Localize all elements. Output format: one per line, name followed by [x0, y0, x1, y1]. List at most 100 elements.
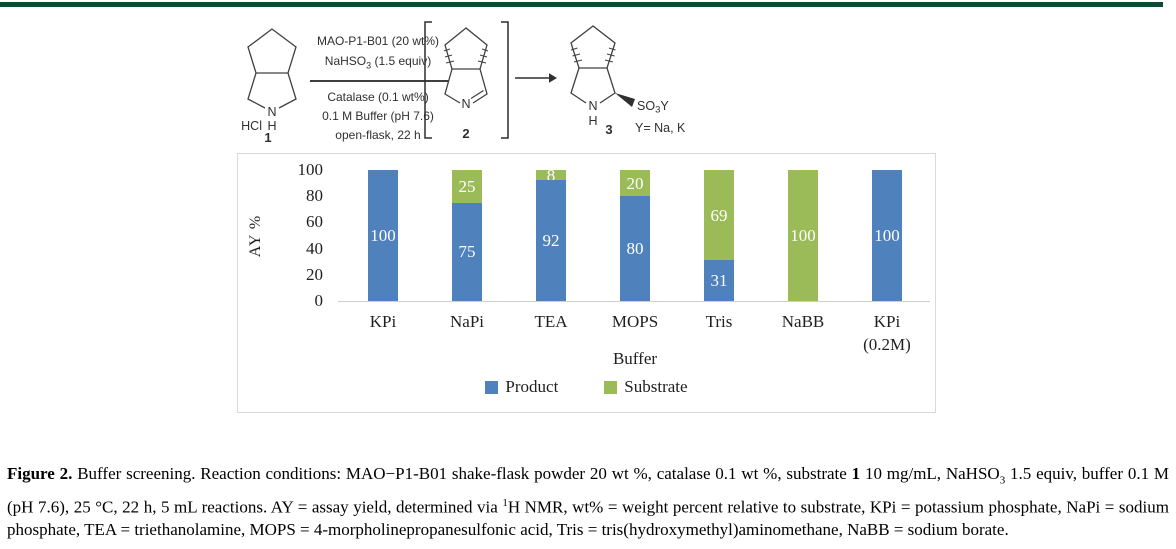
compound-1-top-ring	[247, 28, 297, 74]
condition-catalase: Catalase (0.1 wt%)	[327, 90, 429, 104]
x-axis-title: Buffer	[612, 349, 658, 368]
y-tick-label: 80	[306, 186, 323, 206]
compound-2-top-ring	[444, 27, 488, 70]
x-axis-category-label: MOPS	[611, 312, 659, 331]
bar-value-label: 8	[546, 165, 556, 185]
stacked-bar: 69 31	[704, 170, 734, 301]
legend-swatch-icon	[604, 380, 618, 394]
compound-3-number: 3	[605, 122, 612, 137]
legend-swatch-icon	[485, 380, 499, 394]
bar-value-label: 92	[542, 231, 560, 251]
bar-segment-substrate: 20	[620, 170, 650, 197]
condition-bisulfite: NaHSO3 (1.5 equiv)	[324, 54, 432, 71]
compound-3-nh-hydrogen: H	[588, 114, 597, 128]
compound-1-number: 1	[264, 130, 271, 144]
compound-1-nitrogen: N	[267, 105, 276, 119]
condition-buffer: 0.1 M Buffer (pH 7.6)	[322, 109, 434, 123]
stacked-bar: 25 75	[452, 170, 482, 301]
bar-slot: 8 92	[509, 167, 593, 301]
legend-item-substrate: Substrate	[604, 377, 688, 397]
bar-slot: 100	[845, 170, 929, 301]
arrowhead	[549, 73, 557, 83]
bar-slot: 25 75	[425, 170, 509, 301]
y-tick-label: 100	[297, 160, 324, 179]
bar-segment-product: 31	[704, 260, 734, 301]
compound-2-stereo-hash-left	[443, 48, 455, 64]
y-tick-label: 60	[306, 212, 323, 232]
left-bracket	[424, 21, 432, 139]
compound-3-top-ring	[570, 25, 616, 69]
plot-bars: 100 25 75 8 92 20 80 69 31 100 100	[341, 167, 929, 301]
bar-segment-product: 100	[368, 170, 398, 301]
bar-value-label: 75	[458, 242, 476, 262]
reaction-conditions-below-arrow: Catalase (0.1 wt%) 0.1 M Buffer (pH 7.6)…	[300, 88, 456, 145]
x-axis-line	[338, 301, 930, 302]
compound-3-structure: SO3Y N H 3 Y= Na, K	[570, 25, 686, 137]
compound-3-counterion-note: Y= Na, K	[635, 121, 686, 135]
bar-value-label: 100	[790, 226, 816, 245]
x-axis-labels: KPi NaPi TEA MOPS Tris NaBB KPi (0.2M)	[341, 310, 929, 356]
bar-slot: 100	[761, 170, 845, 301]
compound-2-stereo-hash-right	[477, 48, 489, 64]
condition-time: open-flask, 22 h	[335, 128, 421, 142]
reaction-arrow-shaft	[310, 80, 449, 82]
y-tick-label: 20	[306, 264, 323, 284]
legend-label: Substrate	[624, 377, 688, 396]
bar-slot: 100	[341, 170, 425, 301]
compound-2-nitrogen: N	[461, 97, 470, 111]
bar-segment-substrate: 25	[452, 170, 482, 203]
bar-value-label: 20	[626, 173, 644, 193]
right-bracket	[501, 21, 509, 139]
bar-value-label: 100	[370, 226, 396, 245]
compound-3-bold-wedge	[615, 93, 635, 107]
compound-3-sulfonate-group: SO3Y	[637, 99, 669, 116]
bar-segment-product: 100	[872, 170, 902, 301]
page-top-rule	[0, 2, 1163, 7]
stacked-bar: 8 92	[536, 167, 566, 301]
compound-2-structure: N 2	[424, 21, 509, 141]
stacked-bar: 100	[788, 170, 818, 301]
bar-segment-substrate: 69	[704, 170, 734, 261]
compound-1-bottom-ring	[247, 72, 297, 109]
compound-1-nh-hydrogen: H	[267, 119, 276, 133]
x-axis-category-label: KPi (0.2M)	[863, 312, 911, 354]
bar-slot: 69 31	[677, 170, 761, 301]
compound-1-structure: N H HCl 1	[241, 28, 297, 144]
x-axis-category-label: TEA	[534, 312, 568, 331]
compound-2-number: 2	[462, 126, 469, 141]
stacked-bar: 20 80	[620, 170, 650, 301]
y-tick-label: 40	[306, 238, 323, 258]
condition-enzyme: MAO-P1-B01 (20 wt%)	[316, 34, 440, 48]
bar-segment-substrate: 8	[536, 167, 566, 184]
bar-segment-substrate: 100	[788, 170, 818, 301]
bar-value-label: 25	[458, 176, 476, 196]
bar-segment-product: 80	[620, 196, 650, 301]
legend-item-product: Product	[485, 377, 558, 397]
compound-3-nitrogen: N	[588, 99, 597, 113]
buffer-screening-chart: AY % 0 20 40 60 80 100 100 25 75 8 92 20 80 69 31 100 1…	[237, 153, 936, 413]
x-axis-category-label: NaPi	[450, 312, 484, 331]
bar-segment-product: 75	[452, 202, 482, 301]
compound-3-stereo-hash-right	[604, 47, 616, 63]
x-axis-category-label: Tris	[705, 312, 733, 331]
legend-label: Product	[505, 377, 559, 396]
compound-3-bottom-ring	[570, 67, 616, 104]
chart-legend: Product Substrate	[238, 377, 935, 397]
reaction-arrow-icon	[515, 73, 557, 83]
bar-value-label: 31	[710, 271, 728, 291]
y-tick-label: 0	[314, 291, 324, 310]
compound-3-stereo-hash-left	[570, 47, 583, 63]
bar-slot: 20 80	[593, 170, 677, 301]
x-axis-category-label: NaBB	[781, 312, 825, 331]
bar-segment-product: 92	[536, 180, 566, 301]
x-axis-category-label: KPi	[369, 312, 397, 331]
compound-2-bottom-ring-left	[444, 68, 461, 104]
stacked-bar: 100	[872, 170, 902, 301]
bar-value-label: 69	[710, 205, 728, 225]
bar-value-label: 100	[874, 226, 900, 245]
stacked-bar: 100	[368, 170, 398, 301]
reaction-conditions-above-arrow: MAO-P1-B01 (20 wt%) NaHSO3 (1.5 equiv)	[300, 31, 456, 75]
compound-1-hcl: HCl	[241, 119, 262, 133]
figure-caption: Figure 2. Buffer screening. Reaction con…	[7, 464, 1169, 540]
compound-2-imine-double-bond	[470, 68, 488, 104]
